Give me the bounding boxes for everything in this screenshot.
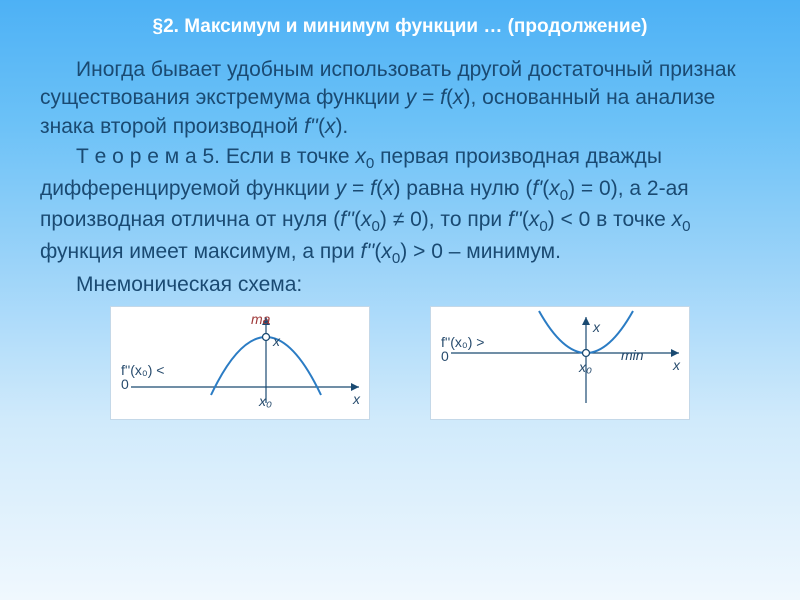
sub-zero: 0 [560, 187, 568, 204]
cond-max: f''(x₀) < 0 [121, 363, 164, 392]
var-y: y [406, 86, 417, 109]
x0-label: x₀ [579, 359, 592, 375]
slide-title: §2. Максимум и минимум функции … (продол… [40, 16, 760, 38]
var-f2: f'' [304, 115, 318, 138]
text-run: ( [354, 208, 361, 231]
sub-zero: 0 [682, 218, 690, 235]
var-x0: x [529, 208, 540, 231]
text-run: ) ≠ 0), то при [380, 208, 508, 231]
var-x: x [453, 86, 464, 109]
var-x: x [383, 177, 394, 200]
cond-line: f''(x₀) < [121, 362, 164, 378]
min-label: min [621, 347, 644, 363]
paragraph-1: Иногда бывает удобным использовать друго… [40, 56, 760, 141]
diagrams-row: f''(x₀) < 0 x₀ x x ma f''( [40, 306, 760, 420]
var-x0: x [672, 208, 683, 231]
cond-line: f''(x₀) > [441, 334, 484, 350]
mnemonic-label: Мнемоническая схема: [40, 271, 760, 299]
var-x0: x [355, 145, 366, 168]
var-x0: x [381, 240, 392, 263]
sub-zero: 0 [539, 218, 547, 235]
text-run: ( [376, 177, 383, 200]
var-y: y [336, 177, 347, 200]
var-f1: f' [532, 177, 542, 200]
body-text: Иногда бывает удобным использовать друго… [40, 56, 760, 300]
var-f2: f'' [361, 240, 375, 263]
var-x: x [325, 115, 336, 138]
text-run: = [416, 86, 440, 109]
max-label: ma [251, 311, 270, 327]
text-run: ) > 0 – минимум. [400, 240, 561, 263]
text-run: ( [446, 86, 453, 109]
diagram-min: f''(x₀) > 0 x₀ x x min [430, 306, 690, 420]
text-run: ). [335, 115, 348, 138]
sub-zero: 0 [372, 218, 380, 235]
text-run: ) равна нулю ( [393, 177, 532, 200]
paragraph-2: Т е о р е м а 5. Если в точке x0 первая … [40, 143, 760, 269]
text-run: ( [522, 208, 529, 231]
y-axis-label: x [273, 333, 280, 349]
text-run: ( [318, 115, 325, 138]
diagram-max: f''(x₀) < 0 x₀ x x ma [110, 306, 370, 420]
text-run: ) < 0 в точке [548, 208, 672, 231]
text-run: = [346, 177, 370, 200]
var-x0: x [361, 208, 372, 231]
y-axis-label: x [593, 319, 600, 335]
var-f2: f'' [508, 208, 522, 231]
x-axis-label: x [673, 357, 680, 373]
var-f2: f'' [340, 208, 354, 231]
text-run: Т е о р е м а 5. Если в точке [76, 145, 355, 168]
cond-line: 0 [441, 348, 449, 364]
slide: §2. Максимум и минимум функции … (продол… [0, 0, 800, 600]
text-run: функция имеет максимум, а при [40, 240, 361, 263]
var-x0: x [549, 177, 560, 200]
cond-min: f''(x₀) > 0 [441, 335, 484, 364]
x-axis-label: x [353, 391, 360, 407]
cond-line: 0 [121, 376, 129, 392]
x0-label: x₀ [259, 393, 272, 409]
